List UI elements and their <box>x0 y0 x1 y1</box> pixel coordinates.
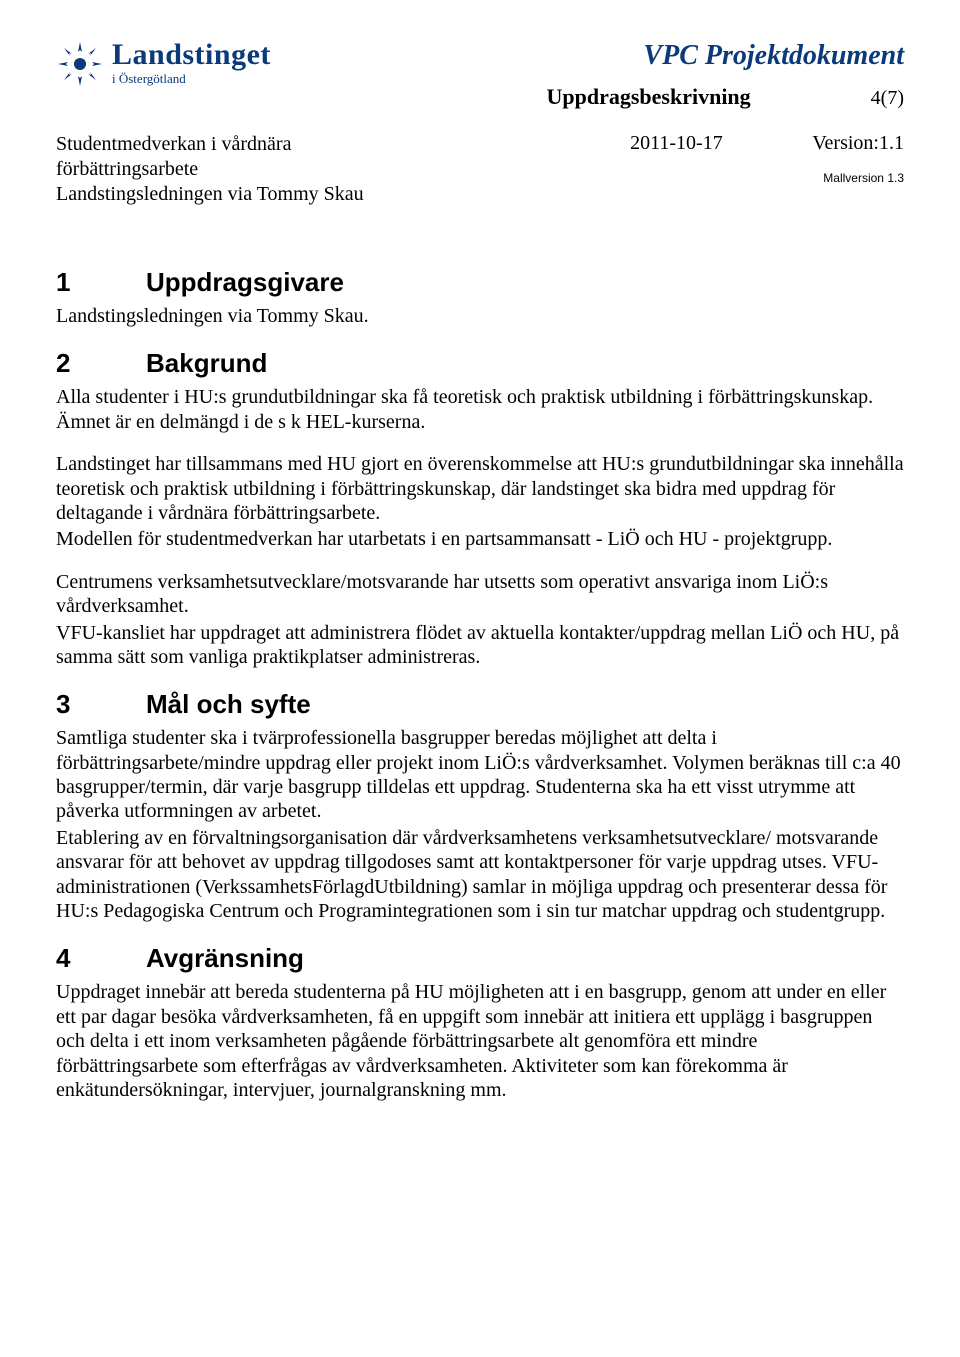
section-2-p4: Centrumens verksamhetsutvecklare/motsvar… <box>56 570 904 619</box>
section-2-title: Bakgrund <box>146 348 267 379</box>
section-1-body: Landstingsledningen via Tommy Skau. <box>56 304 904 328</box>
meta-mallversion: Mallversion 1.3 <box>630 171 904 185</box>
logo-main-text: Landstinget <box>112 40 271 70</box>
section-1-num: 1 <box>56 267 146 298</box>
meta-left: Studentmedverkan i vårdnära förbättrings… <box>56 132 364 207</box>
meta-block: Studentmedverkan i vårdnära förbättrings… <box>56 132 904 207</box>
page-count: 4(7) <box>871 87 904 110</box>
brand-title: VPC Projektdokument <box>546 40 904 72</box>
meta-right: 2011-10-17 Version:1.1 Mallversion 1.3 <box>630 132 904 185</box>
section-1-heading: 1 Uppdragsgivare <box>56 267 904 298</box>
doc-title-row: Uppdragsbeskrivning 4(7) <box>546 84 904 110</box>
section-2-p1: Alla studenter i HU:s grundutbildningar … <box>56 385 904 434</box>
header-right: VPC Projektdokument Uppdragsbeskrivning … <box>546 40 904 110</box>
section-4-p1: Uppdraget innebär att bereda studenterna… <box>56 980 904 1102</box>
section-2-num: 2 <box>56 348 146 379</box>
section-3-p1: Samtliga studenter ska i tvärprofessione… <box>56 726 904 824</box>
section-4-title: Avgränsning <box>146 943 304 974</box>
logo-block: Landstinget i Östergötland <box>56 40 271 93</box>
meta-date: 2011-10-17 <box>630 132 723 154</box>
section-2-heading: 2 Bakgrund <box>56 348 904 379</box>
doc-title: Uppdragsbeskrivning <box>546 84 750 110</box>
meta-line2: förbättringsarbete <box>56 157 364 182</box>
section-3-title: Mål och syfte <box>146 689 311 720</box>
section-3-p2: Etablering av en förvaltningsorganisatio… <box>56 826 904 924</box>
section-3-heading: 3 Mål och syfte <box>56 689 904 720</box>
logo-sun-icon <box>56 40 104 93</box>
section-2-p2: Landstinget har tillsammans med HU gjort… <box>56 452 904 525</box>
section-3-num: 3 <box>56 689 146 720</box>
logo-sub-text: i Östergötland <box>112 72 271 85</box>
page: Landstinget i Östergötland VPC Projektdo… <box>0 0 960 1142</box>
header-row: Landstinget i Östergötland VPC Projektdo… <box>56 40 904 110</box>
meta-line1: Studentmedverkan i vårdnära <box>56 132 364 157</box>
logo-text: Landstinget i Östergötland <box>112 40 271 85</box>
meta-date-version: 2011-10-17 Version:1.1 <box>630 132 904 155</box>
section-4-heading: 4 Avgränsning <box>56 943 904 974</box>
meta-version: Version:1.1 <box>812 132 904 154</box>
meta-line3: Landstingsledningen via Tommy Skau <box>56 182 364 207</box>
section-2-p5: VFU-kansliet har uppdraget att administr… <box>56 621 904 670</box>
section-2-p3: Modellen för studentmedverkan har utarbe… <box>56 527 904 551</box>
section-1-title: Uppdragsgivare <box>146 267 344 298</box>
section-4-num: 4 <box>56 943 146 974</box>
